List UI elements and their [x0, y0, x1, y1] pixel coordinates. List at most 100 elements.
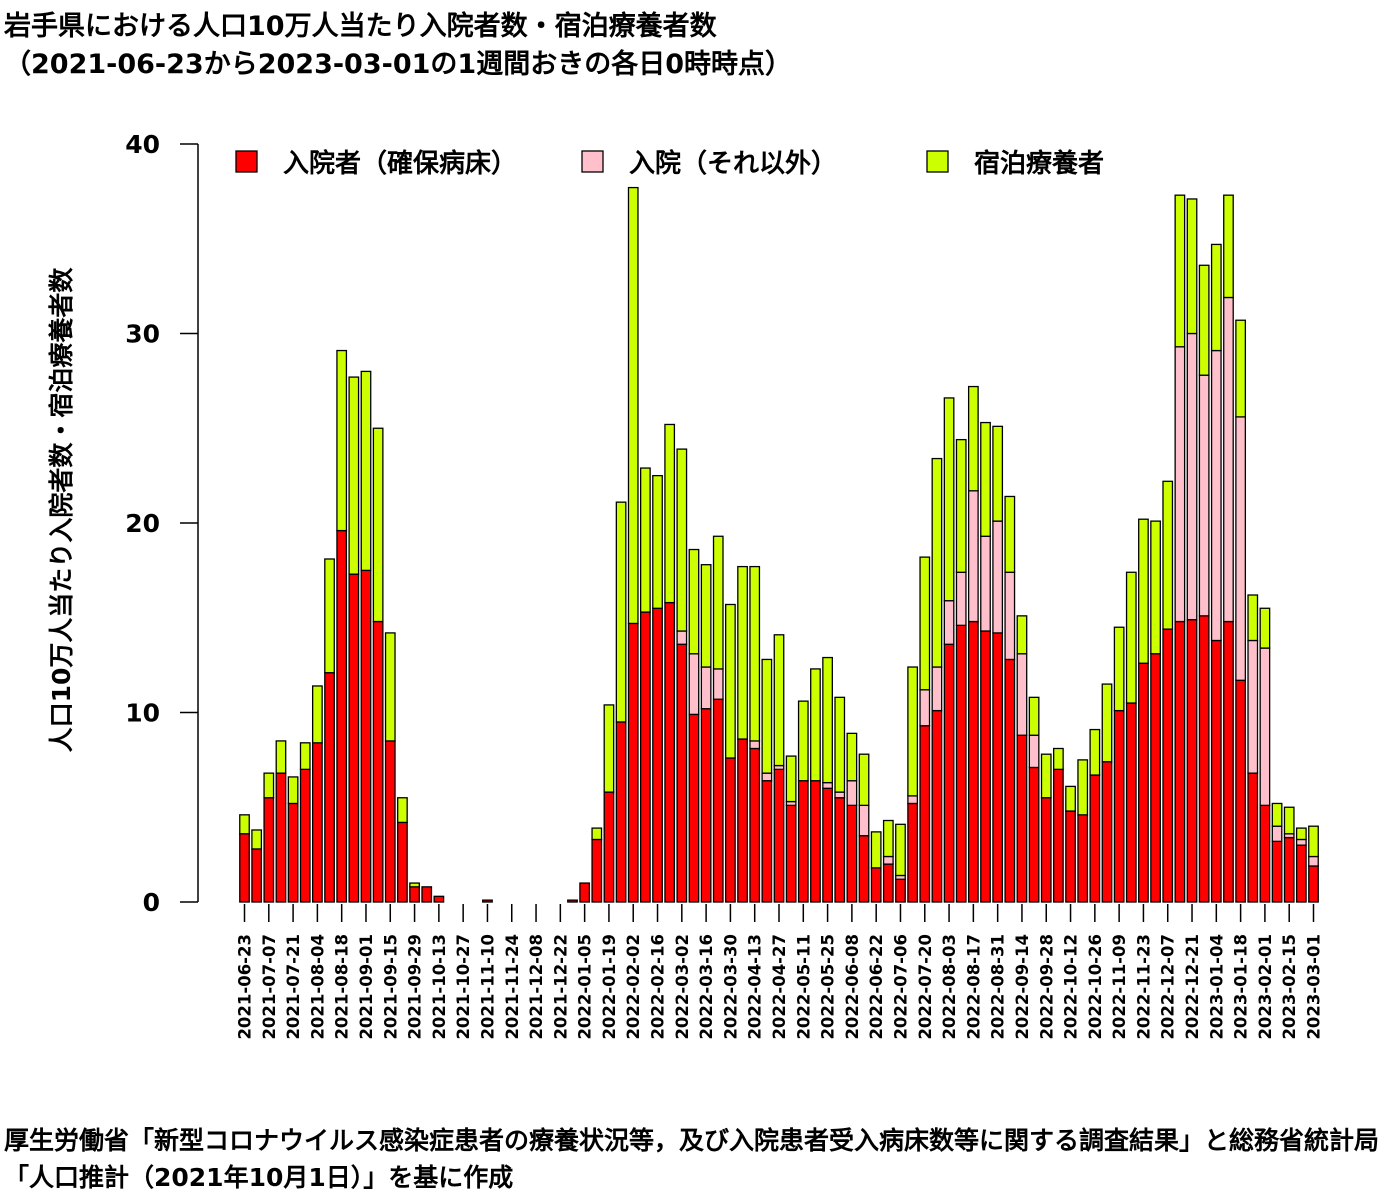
bar-segment-3	[1004, 495, 1016, 573]
bar-segment-3	[1113, 626, 1125, 712]
bar-segment-1	[311, 742, 323, 903]
bar-segment-3	[1065, 785, 1076, 812]
bar-segment-1	[324, 672, 335, 903]
x-tick-label: 2021-08-04	[308, 934, 327, 1040]
bar-segment-2	[834, 791, 846, 799]
x-tick-label: 2023-01-04	[1207, 934, 1226, 1040]
bar-segment-1	[676, 643, 688, 903]
bar-segment-2	[1004, 571, 1016, 661]
bar-segment-3	[967, 385, 979, 492]
x-tick-label: 2021-09-01	[357, 934, 376, 1040]
bar-segment-1	[1040, 797, 1052, 903]
bar-segment-1	[336, 529, 348, 903]
y-tick-label: 20	[125, 509, 160, 538]
bar-segment-1	[907, 802, 919, 903]
bar-segment-1	[846, 804, 858, 903]
bar-segment-3	[992, 425, 1004, 522]
legend-item-2: 入院（それ以外）	[581, 148, 837, 179]
x-tick-label: 2022-11-23	[1134, 934, 1153, 1040]
x-tick-label: 2022-10-26	[1086, 934, 1105, 1040]
bar-segment-3	[749, 565, 761, 742]
x-tick-label: 2022-01-19	[600, 934, 619, 1040]
bar-segment-1	[688, 713, 700, 903]
bar-segment-1	[992, 632, 1004, 903]
bar-segment-3	[1295, 827, 1307, 841]
x-axis: 2021-06-23 2021-07-07 2021-07-21 2021-08-04…	[236, 904, 1324, 1040]
y-tick-label: 10	[125, 699, 160, 728]
bar-segment-1	[251, 848, 263, 903]
legend-swatch	[926, 150, 949, 173]
bar-segment-1	[1138, 662, 1149, 903]
chart-title: 岩手県における人口10万人当たり入院者数・宿泊療養者数	[4, 11, 717, 42]
bar-segment-1	[639, 611, 651, 903]
bar-segment-1	[482, 899, 493, 903]
bar-segment-2	[1247, 639, 1259, 774]
bar-segment-1	[882, 863, 894, 903]
bar-segment-1	[943, 643, 955, 903]
bar-segment-2	[846, 780, 858, 806]
bar-segment-3	[1150, 520, 1161, 655]
bar-segment-1	[299, 768, 311, 903]
x-tick-label: 2023-02-01	[1256, 934, 1275, 1040]
bar-segment-3	[688, 548, 700, 655]
bar-segment-2	[1259, 647, 1271, 807]
x-tick-label: 2022-08-31	[989, 934, 1008, 1040]
bar-segment-2	[700, 666, 712, 710]
legend-item-3: 宿泊療養者	[926, 148, 1104, 179]
bar-segment-3	[882, 819, 894, 858]
bar-segment-3	[1186, 198, 1198, 335]
bar-segment-3	[785, 755, 797, 803]
bar-segment-3	[810, 668, 821, 782]
bar-segment-1	[1053, 768, 1064, 903]
bar-segment-3	[907, 666, 919, 797]
bar-segment-3	[397, 797, 408, 824]
legend-swatch	[235, 150, 258, 173]
bar-segment-1	[239, 833, 250, 903]
x-tick-label: 2021-08-18	[333, 934, 352, 1040]
bar-segment-1	[1016, 734, 1028, 903]
bar-segment-1	[372, 620, 384, 903]
bar-segment-3	[1053, 747, 1064, 771]
bar-segment-3	[1040, 753, 1052, 799]
bar-segment-3	[275, 740, 287, 774]
bar-segment-3	[712, 535, 724, 670]
bar-segment-2	[676, 630, 688, 645]
bar-segment-2	[1235, 416, 1247, 681]
bar-segment-1	[421, 886, 433, 903]
bar-segment-1	[1247, 772, 1259, 903]
bar-segment-3	[1028, 696, 1040, 736]
bar-segment-1	[1174, 620, 1186, 903]
bar-segment-3	[955, 438, 967, 573]
bar-segment-2	[1174, 346, 1186, 623]
bar-segment-3	[409, 882, 420, 888]
x-tick-label: 2022-08-17	[964, 934, 983, 1040]
bar-segment-3	[336, 349, 348, 532]
bar-segment-1	[567, 899, 578, 903]
bar-segment-3	[1198, 264, 1210, 376]
bar-segment-3	[822, 656, 833, 784]
bar-segment-1	[652, 607, 663, 903]
y-tick-label: 40	[125, 130, 160, 159]
bar-segment-3	[725, 603, 736, 759]
bar-segment-1	[919, 725, 931, 903]
bar-segment-1	[1004, 658, 1016, 903]
bar-segment-3	[761, 658, 773, 774]
bar-segment-3	[1223, 194, 1234, 299]
x-tick-label: 2023-02-15	[1280, 934, 1299, 1040]
y-tick-label: 30	[125, 320, 160, 349]
bar-segment-3	[372, 427, 384, 623]
bar-segment-3	[895, 823, 906, 877]
bar-segment-3	[1259, 607, 1271, 649]
bar-segment-2	[919, 689, 931, 727]
bar-segment-3	[627, 186, 639, 625]
bar-segment-1	[955, 624, 967, 903]
bar-segment-3	[239, 814, 250, 835]
bar-segment-2	[822, 781, 833, 789]
x-tick-label: 2022-02-02	[624, 934, 643, 1040]
bar-segment-2	[1198, 374, 1210, 617]
plot-area	[239, 186, 1319, 903]
bar-segment-3	[870, 831, 882, 869]
x-tick-label: 2022-07-20	[916, 934, 935, 1040]
x-tick-label: 2022-11-09	[1110, 934, 1129, 1040]
bar-segment-2	[1295, 838, 1307, 846]
